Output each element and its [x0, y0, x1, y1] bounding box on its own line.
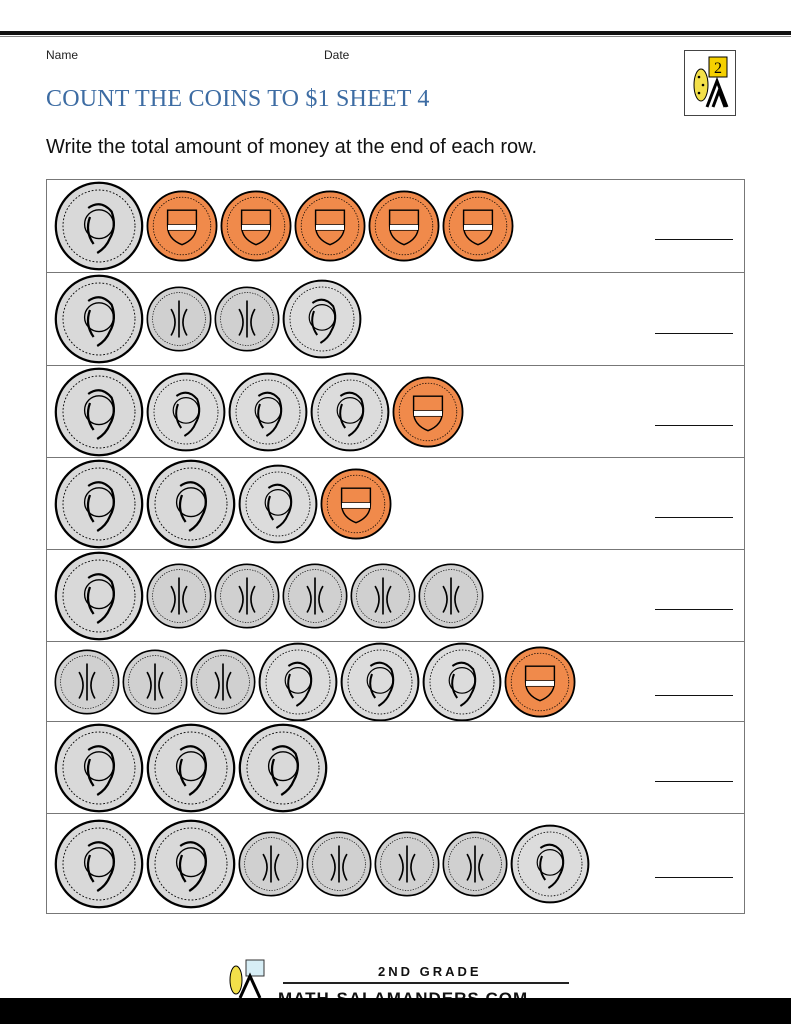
quarter-coin [54, 723, 144, 813]
dime-coin [54, 648, 120, 715]
coin-row [47, 549, 744, 641]
dime-coin [306, 830, 372, 897]
nickel-coin [422, 642, 502, 722]
name-label: Name [46, 48, 79, 62]
coin-group [54, 551, 484, 641]
coin-table [46, 179, 745, 914]
nickel-coin [146, 372, 226, 452]
answer-line[interactable] [655, 877, 733, 878]
quarter-coin [54, 181, 144, 271]
dime-coin [282, 562, 348, 629]
quarter-coin [54, 551, 144, 641]
dime-coin [190, 648, 256, 715]
coin-row [47, 365, 744, 457]
dime-coin [350, 562, 416, 629]
footer-grade: 2ND GRADE [378, 964, 482, 979]
quarter-coin [146, 819, 236, 909]
dime-coin [374, 830, 440, 897]
coin-row [47, 272, 744, 365]
dime-coin [418, 562, 484, 629]
answer-line[interactable] [655, 425, 733, 426]
coin-row [47, 813, 744, 913]
nickel-coin [310, 372, 390, 452]
footer-bar [0, 998, 791, 1024]
dime-coin [214, 562, 280, 629]
svg-text:2: 2 [714, 60, 722, 77]
nickel-coin [238, 464, 318, 544]
coin-row [47, 641, 744, 721]
dime-coin [122, 648, 188, 715]
answer-line[interactable] [655, 781, 733, 782]
coin-row [47, 180, 744, 272]
quarter-coin [146, 459, 236, 549]
nickel-coin [228, 372, 308, 452]
salamander-logo: 2 [684, 50, 736, 116]
nickel-coin [340, 642, 420, 722]
penny-coin [220, 190, 292, 262]
instruction-text: Write the total amount of money at the e… [46, 136, 538, 158]
nickel-coin [510, 824, 590, 904]
penny-coin [320, 468, 392, 540]
coin-group [54, 819, 590, 909]
dime-coin [146, 562, 212, 629]
nickel-coin [258, 642, 338, 722]
date-label: Date [324, 48, 350, 62]
answer-line[interactable] [655, 239, 733, 240]
answer-line[interactable] [655, 609, 733, 610]
quarter-coin [54, 274, 144, 364]
penny-coin [146, 190, 218, 262]
footer-salamander-logo [222, 958, 272, 999]
coin-group [54, 367, 464, 457]
dime-coin [146, 286, 212, 352]
answer-line[interactable] [655, 332, 733, 334]
quarter-coin [54, 819, 144, 909]
footer-site: MATH-SALAMANDERS.COM [278, 986, 528, 998]
penny-coin [294, 190, 366, 262]
quarter-coin [54, 367, 144, 457]
penny-coin [442, 190, 514, 262]
dime-coin [214, 286, 280, 352]
quarter-coin [238, 723, 328, 813]
dime-coin [442, 830, 508, 897]
quarter-coin [146, 723, 236, 813]
answer-line[interactable] [655, 695, 733, 696]
coin-group [54, 181, 514, 271]
page-title: COUNT THE COINS TO $1 SHEET 4 [46, 86, 430, 112]
top-rule-thin [0, 36, 791, 37]
answer-line[interactable] [655, 517, 733, 518]
penny-coin [504, 646, 576, 718]
footer-rule [283, 982, 569, 984]
penny-coin [392, 376, 464, 448]
coin-row [47, 457, 744, 549]
coin-group [54, 723, 328, 813]
quarter-coin [54, 459, 144, 549]
coin-row [47, 721, 744, 813]
coin-group [54, 274, 362, 364]
coin-group [54, 459, 392, 549]
coin-group [54, 642, 576, 722]
penny-coin [368, 190, 440, 262]
top-rule [0, 31, 791, 35]
nickel-coin [282, 279, 362, 359]
dime-coin [238, 830, 304, 897]
